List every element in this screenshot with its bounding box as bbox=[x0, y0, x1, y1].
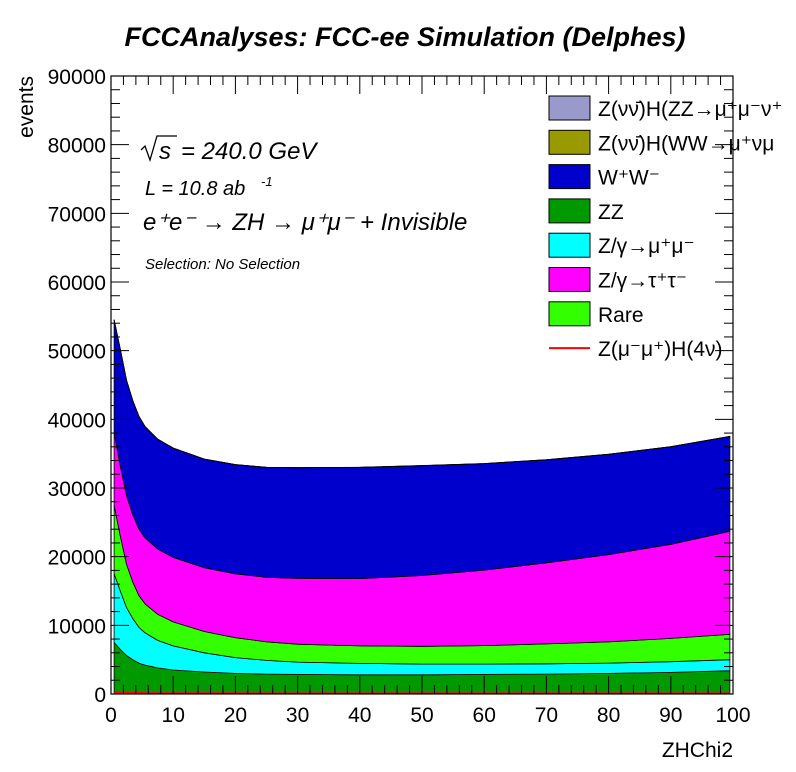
legend-label: ZZ bbox=[598, 201, 624, 224]
legend-swatch bbox=[548, 232, 591, 258]
series-area-6 bbox=[113, 319, 730, 469]
x-tick-label: 100 bbox=[715, 704, 750, 727]
y-axis: 0 10000 20000 30000 40000 50000 60000 70000 8000… bbox=[48, 66, 733, 707]
sqrt-s-value: = 240.0 GeV bbox=[181, 138, 318, 165]
y-tick-label: 70000 bbox=[48, 203, 106, 226]
luminosity-exponent: -1 bbox=[261, 174, 273, 189]
legend-label: Z(νν̄)H(WW→μ⁺νμ bbox=[598, 132, 774, 155]
chart-title: FCCAnalyses: FCC-ee Simulation (Delphes) bbox=[124, 22, 685, 52]
y-tick-label: 60000 bbox=[48, 272, 106, 295]
x-axis: 0 10 20 30 40 50 60 70 80 90 100 bbox=[105, 76, 751, 727]
x-tick-label: 20 bbox=[224, 704, 247, 727]
legend-swatch bbox=[548, 267, 591, 292]
legend-label: Z(μ⁻μ⁺)H(4ν) bbox=[598, 338, 723, 361]
legend-swatch bbox=[548, 129, 591, 155]
legend-label: Z/γ→μ⁺μ⁻ bbox=[598, 235, 695, 258]
x-tick-label: 10 bbox=[162, 704, 185, 727]
x-tick-label: 0 bbox=[105, 704, 117, 727]
legend-swatch bbox=[548, 198, 591, 224]
y-tick-label: 30000 bbox=[48, 478, 106, 501]
legend: Z(νν̄)H(ZZ→μ⁺μ⁻ν⁺ Z(νν̄)H(WW→μ⁺νμ W⁺W⁻ ZZ Z/… bbox=[548, 95, 783, 361]
sqrt-s-label: s bbox=[159, 138, 171, 165]
y-tick-label: 50000 bbox=[48, 341, 106, 364]
sqrt-symbol bbox=[140, 135, 177, 163]
selection-label: Selection: No Selection bbox=[145, 256, 300, 273]
x-tick-label: 30 bbox=[286, 704, 309, 727]
legend-label: Rare bbox=[598, 304, 644, 327]
luminosity-label: L = 10.8 ab bbox=[145, 178, 245, 200]
legend-swatch bbox=[548, 301, 591, 327]
x-tick-label: 80 bbox=[597, 704, 620, 727]
x-axis-label: ZHChi2 bbox=[662, 739, 733, 762]
x-tick-label: 60 bbox=[473, 704, 496, 727]
legend-swatch bbox=[548, 95, 591, 121]
y-tick-label: 80000 bbox=[48, 135, 106, 158]
y-axis-label: events bbox=[15, 76, 38, 138]
x-tick-label: 40 bbox=[348, 704, 371, 727]
legend-label: Z(νν̄)H(ZZ→μ⁺μ⁻ν⁺ bbox=[598, 98, 783, 121]
x-tick-label: 70 bbox=[535, 704, 558, 727]
x-tick-label: 50 bbox=[410, 704, 433, 727]
legend-label: W⁺W⁻ bbox=[598, 167, 660, 190]
y-tick-label: 10000 bbox=[48, 615, 106, 638]
legend-swatch bbox=[548, 164, 591, 190]
process-label: e⁺e⁻ → ZH → μ⁺μ⁻ + Invisible bbox=[143, 209, 467, 236]
y-tick-label: 40000 bbox=[48, 409, 106, 432]
x-tick-label: 90 bbox=[659, 704, 682, 727]
legend-label: Z/γ→τ⁺τ⁻ bbox=[598, 270, 687, 293]
stack-layers bbox=[113, 319, 731, 695]
y-tick-label: 0 bbox=[94, 684, 106, 707]
y-tick-label: 20000 bbox=[48, 547, 106, 570]
y-tick-label: 90000 bbox=[48, 66, 106, 89]
annotations: s = 240.0 GeV L = 10.8 ab -1 e⁺e⁻ → ZH →… bbox=[140, 135, 467, 273]
